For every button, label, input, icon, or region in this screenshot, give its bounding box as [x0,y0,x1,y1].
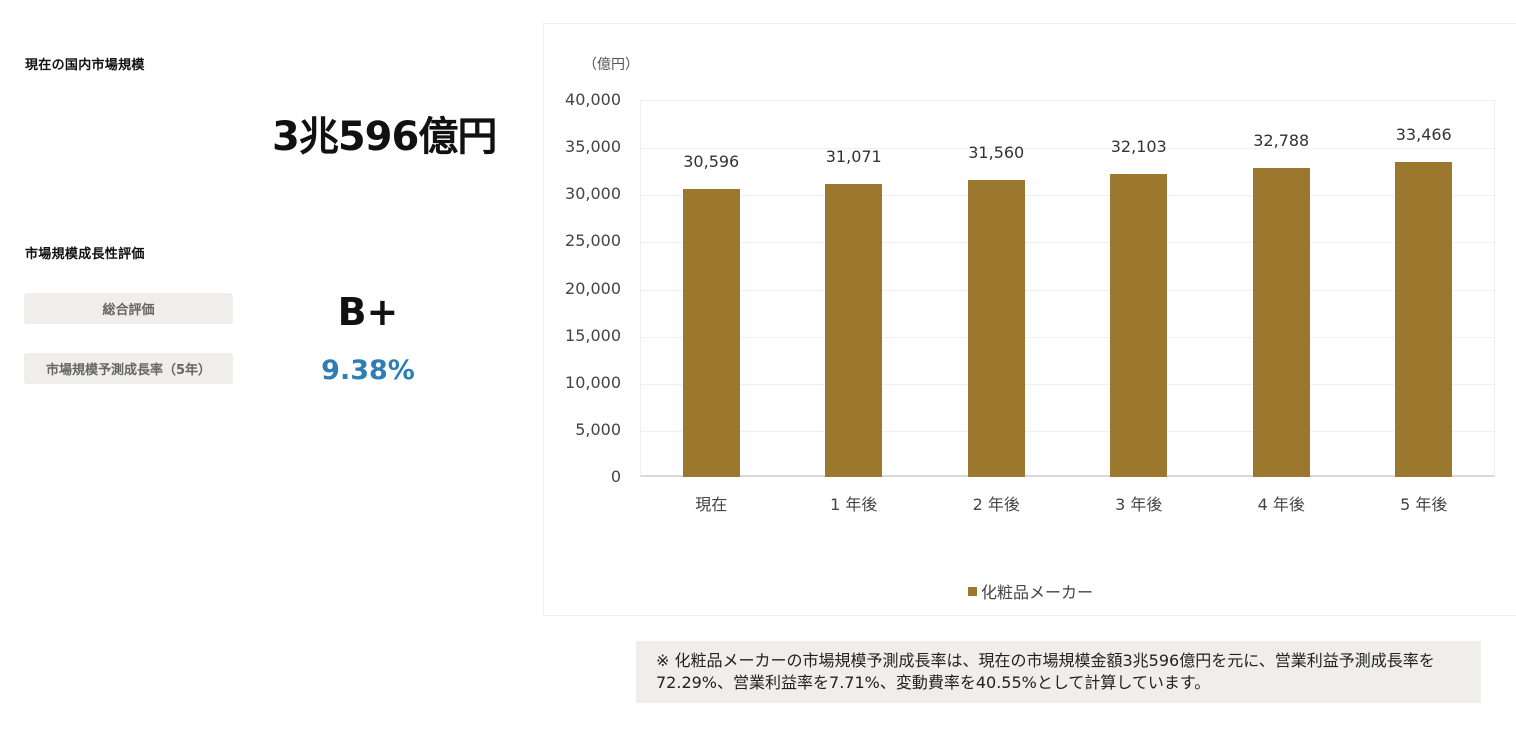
total-evaluation-value: B+ [337,290,399,334]
bar [1252,167,1310,477]
gridline [641,430,1494,432]
x-tick-label: 1 年後 [830,495,878,514]
x-tick-label: 3 年後 [1115,495,1163,514]
bar [825,184,883,477]
bar [1110,174,1168,477]
y-tick-label: 0 [610,467,621,486]
bar-value-label: 31,560 [968,142,1025,162]
bar-value-label: 30,596 [683,151,740,171]
x-tick-label: 5 年後 [1400,495,1448,514]
legend-swatch-icon [968,586,977,596]
bar-value-label: 32,103 [1110,137,1167,157]
bar-value-label: 33,466 [1395,124,1452,144]
total-evaluation-chip: 総合評価 [24,293,233,324]
x-tick-label: 2 年後 [972,495,1020,514]
y-tick-label: 10,000 [565,372,621,392]
bar-value-label: 31,071 [825,147,882,167]
y-tick-label: 30,000 [565,184,621,204]
growth-evaluation-label: 市場規模成長性評価 [25,247,145,262]
current-market-size-label: 現在の国内市場規模 [25,58,145,73]
growth-rate-value: 9.38% [321,355,415,386]
y-tick-label: 15,000 [565,325,621,345]
growth-rate-chip: 市場規模予測成長率（5年） [24,353,233,384]
bar [682,188,740,477]
gridline [641,336,1494,338]
bar [967,179,1025,477]
gridline [641,383,1494,385]
current-market-size-value: 3兆596億円 [272,114,497,160]
gridline [641,242,1494,244]
y-axis-unit-label: （億円） [583,57,639,73]
y-tick-label: 40,000 [565,90,621,109]
y-tick-label: 35,000 [565,137,621,157]
y-tick-label: 25,000 [565,231,621,251]
gridline [641,289,1494,291]
x-tick-label: 4 年後 [1257,495,1305,514]
footnote: ※ 化粧品メーカーの市場規模予測成長率は、現在の市場規模金額3兆596億円を元に… [636,641,1481,703]
chart-legend: 化粧品メーカー [968,579,1093,603]
bar [1395,161,1453,477]
y-tick-label: 5,000 [575,419,621,439]
gridline [641,195,1494,197]
y-tick-label: 20,000 [565,278,621,298]
x-tick-label: 現在 [695,495,728,514]
bar-value-label: 32,788 [1253,130,1310,150]
plot-area [640,100,1495,477]
gridline [641,148,1494,150]
legend-label: 化粧品メーカー [981,583,1094,602]
